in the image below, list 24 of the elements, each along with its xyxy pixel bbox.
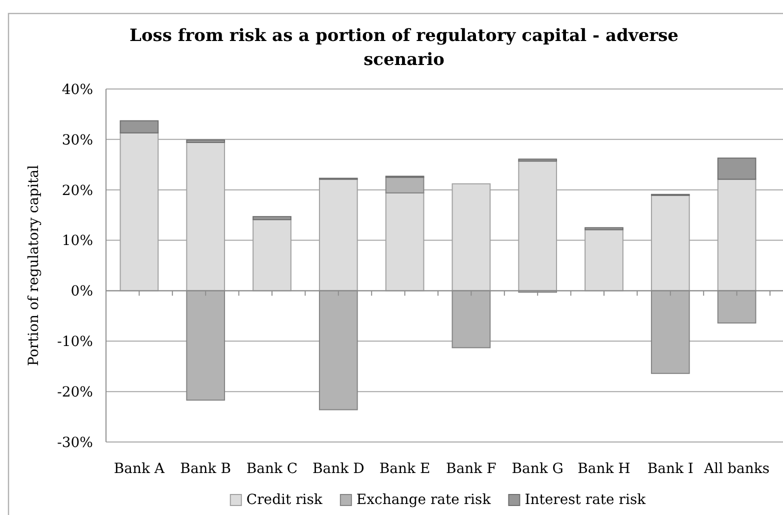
y-tick-label: 10% <box>62 233 93 250</box>
x-tick-label: Bank C <box>246 461 298 477</box>
y-tick-label: -30% <box>57 434 93 451</box>
chart-title: Loss from risk as a portion of regulatory capital - adverse scenario <box>130 26 679 70</box>
y-tick-label: 40% <box>62 82 93 98</box>
y-tick-label: -20% <box>57 384 93 400</box>
bar <box>385 176 424 194</box>
y-tick-label: 20% <box>62 182 93 199</box>
x-tick-label: Bank E <box>379 461 430 477</box>
x-tick-label: Bank D <box>312 461 364 477</box>
legend-label: Credit risk <box>246 492 323 508</box>
x-tick-label: Bank H <box>578 461 630 477</box>
x-tick-label: All banks <box>703 461 770 477</box>
y-tick-label: 30% <box>62 132 93 148</box>
y-tick-label: -10% <box>57 334 93 350</box>
x-tick-label: Bank I <box>647 461 694 477</box>
x-tick-label: Bank B <box>180 461 232 477</box>
y-axis-title: Portion of regulatory capital <box>26 164 42 366</box>
x-tick-label: Bank A <box>114 461 166 477</box>
x-tick-label: Bank F <box>446 461 497 477</box>
legend-label: Exchange rate risk <box>356 492 492 508</box>
y-tick-label: 0% <box>70 284 93 300</box>
x-tick-label: Bank G <box>512 461 564 477</box>
legend-label: Interest rate risk <box>524 492 646 508</box>
